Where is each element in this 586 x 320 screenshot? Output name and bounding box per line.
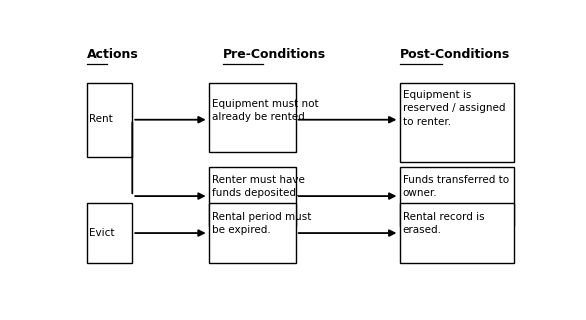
Bar [87, 83, 132, 157]
Bar [400, 166, 514, 226]
Text: Pre-Conditions: Pre-Conditions [223, 48, 326, 61]
Text: Rent: Rent [89, 114, 113, 124]
Bar [210, 83, 296, 152]
Text: Rental period must
be expired.: Rental period must be expired. [212, 212, 311, 235]
Text: Renter must have
funds deposited.: Renter must have funds deposited. [212, 175, 305, 198]
Text: Post-Conditions: Post-Conditions [400, 48, 510, 61]
Text: Evict: Evict [89, 228, 115, 238]
Text: Equipment is
reserved / assigned
to renter.: Equipment is reserved / assigned to rent… [403, 90, 505, 126]
Text: Rental record is
erased.: Rental record is erased. [403, 212, 484, 235]
Bar [210, 204, 296, 263]
Text: Actions: Actions [87, 48, 139, 61]
Bar [87, 204, 132, 263]
Bar [400, 204, 514, 263]
Text: Equipment must not
already be rented: Equipment must not already be rented [212, 99, 318, 122]
Text: Funds transferred to
owner.: Funds transferred to owner. [403, 175, 509, 198]
Bar [210, 166, 296, 226]
Bar [400, 83, 514, 162]
